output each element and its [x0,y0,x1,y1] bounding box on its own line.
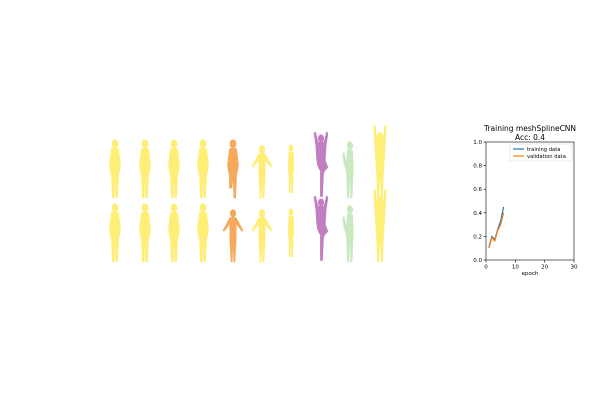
x-tick-label: 10 [512,265,519,271]
silhouette-standing [139,203,151,263]
silhouette-arms-up [373,188,387,263]
silhouette-arms-out [222,209,244,263]
legend-label: training data [527,147,560,153]
silhouette-standing [109,139,121,199]
x-tick-label: 0 [484,265,488,271]
silhouette-leaning [342,205,354,263]
y-tick-label: 0.0 [473,258,482,264]
line-chart: Training meshSplineCNN Acc: 0.4 0 10 20 30 … [473,124,578,277]
silhouette-arms-up [373,124,387,199]
x-axis: 0 10 20 30 [484,260,578,271]
silhouette-standing [197,139,209,199]
legend-label: validation data [527,154,566,160]
silhouette-standing [168,139,180,199]
silhouette-arms-out [251,145,273,199]
y-tick-label: 0.4 [473,211,482,217]
silhouette-standing-narrow [287,144,295,193]
silhouette-standing-narrow [287,208,295,257]
silhouette-standing [139,139,151,199]
x-tick-label: 20 [541,265,548,271]
chart-subtitle: Acc: 0.4 [515,133,545,142]
x-tick-label: 30 [571,265,578,271]
y-axis: 0.0 0.2 0.4 0.6 0.8 1.0 [473,140,486,264]
silhouette-grid [109,124,387,263]
chart-title: Training meshSplineCNN [483,124,576,133]
series-line-validation [488,212,505,249]
silhouette-standing [168,203,180,263]
plot-frame [485,141,575,261]
silhouette-leaning [342,141,354,199]
y-tick-label: 0.8 [473,164,482,170]
silhouette-arms-out [251,209,273,263]
y-tick-label: 0.2 [473,234,482,240]
x-axis-label: epoch [522,271,539,277]
silhouette-tree-pose [313,195,329,261]
silhouette-standing-bent [227,139,239,199]
silhouette-standing [197,203,209,263]
silhouette-standing [109,203,121,263]
legend-box [509,143,573,162]
plot-lines [488,206,505,249]
silhouette-tree-pose [313,131,329,197]
y-tick-label: 0.6 [473,187,482,193]
y-tick-label: 1.0 [473,140,482,146]
